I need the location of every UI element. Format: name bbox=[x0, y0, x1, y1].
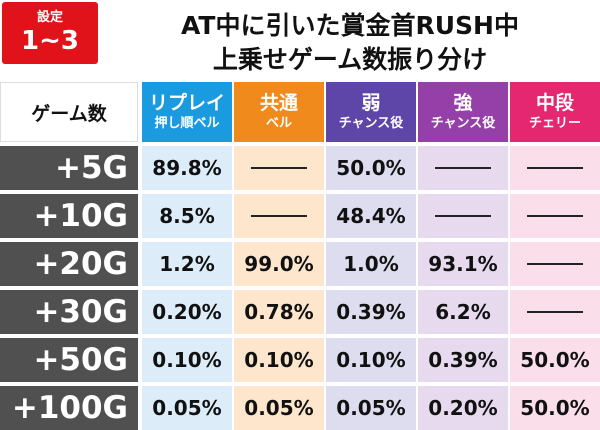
empty-cell bbox=[418, 194, 508, 238]
value-cell: 0.10% bbox=[326, 338, 416, 382]
value-cell: 99.0% bbox=[234, 242, 324, 286]
empty-cell bbox=[234, 146, 324, 190]
setting-badge: 設定 1~3 bbox=[2, 2, 98, 64]
badge-label: 設定 bbox=[36, 10, 63, 25]
column-header-line: 強 bbox=[453, 92, 473, 114]
value-cell: 50.0% bbox=[510, 386, 600, 430]
value-cell: 0.39% bbox=[418, 338, 508, 382]
value-cell: 89.8% bbox=[142, 146, 232, 190]
value-cell: 50.0% bbox=[326, 146, 416, 190]
value-cell: 93.1% bbox=[418, 242, 508, 286]
empty-cell bbox=[510, 242, 600, 286]
dash bbox=[527, 167, 583, 169]
value-cell: 0.10% bbox=[142, 338, 232, 382]
badge-value: 1~3 bbox=[21, 26, 79, 56]
dash bbox=[527, 215, 583, 217]
value-cell: 0.10% bbox=[234, 338, 324, 382]
dash bbox=[251, 167, 307, 169]
title-line: 上乗せゲーム数振り分け bbox=[212, 45, 488, 74]
row-label: +50G bbox=[0, 338, 138, 382]
row-label: +5G bbox=[0, 146, 138, 190]
value-cell: 8.5% bbox=[142, 194, 232, 238]
empty-cell bbox=[234, 194, 324, 238]
value-cell: 50.0% bbox=[510, 338, 600, 382]
column-header-line: ベル bbox=[265, 116, 292, 131]
title-line: AT中に引いた賞金首RUSH中 bbox=[181, 11, 519, 40]
value-cell: 0.20% bbox=[418, 386, 508, 430]
row-label: +10G bbox=[0, 194, 138, 238]
column-header-line: 弱 bbox=[361, 92, 381, 114]
column-header: リプレイ 押し順ベル bbox=[142, 82, 232, 142]
row-label: +100G bbox=[0, 386, 138, 430]
dash bbox=[251, 215, 307, 217]
value-cell: 0.05% bbox=[326, 386, 416, 430]
dash bbox=[435, 215, 491, 217]
dash bbox=[527, 263, 583, 265]
column-header-line: チャンス役 bbox=[338, 116, 404, 131]
column-header-line: 押し順ベル bbox=[154, 116, 220, 131]
dash bbox=[435, 167, 491, 169]
column-header: 弱チャンス役 bbox=[326, 82, 416, 142]
dash bbox=[527, 311, 583, 313]
column-header: 中段 チェリー bbox=[510, 82, 600, 142]
row-label: +20G bbox=[0, 242, 138, 286]
value-cell: 1.0% bbox=[326, 242, 416, 286]
column-header-line: チェリー bbox=[528, 116, 581, 131]
column-header: 強チャンス役 bbox=[418, 82, 508, 142]
column-header-line: 中段 bbox=[535, 92, 574, 114]
value-cell: 0.20% bbox=[142, 290, 232, 334]
value-cell: 48.4% bbox=[326, 194, 416, 238]
value-cell: 1.2% bbox=[142, 242, 232, 286]
column-header-line: チャンス役 bbox=[430, 116, 496, 131]
value-cell: 0.78% bbox=[234, 290, 324, 334]
value-cell: 6.2% bbox=[418, 290, 508, 334]
row-label: +30G bbox=[0, 290, 138, 334]
value-cell: 0.05% bbox=[142, 386, 232, 430]
column-header-line: リプレイ bbox=[148, 92, 225, 114]
empty-cell bbox=[510, 146, 600, 190]
column-header-line: 共通 bbox=[259, 92, 298, 114]
empty-cell bbox=[418, 146, 508, 190]
corner-header: ゲーム数 bbox=[0, 82, 138, 142]
empty-cell bbox=[510, 290, 600, 334]
column-header: 共通 ベル bbox=[234, 82, 324, 142]
value-cell: 0.39% bbox=[326, 290, 416, 334]
empty-cell bbox=[510, 194, 600, 238]
value-cell: 0.05% bbox=[234, 386, 324, 430]
